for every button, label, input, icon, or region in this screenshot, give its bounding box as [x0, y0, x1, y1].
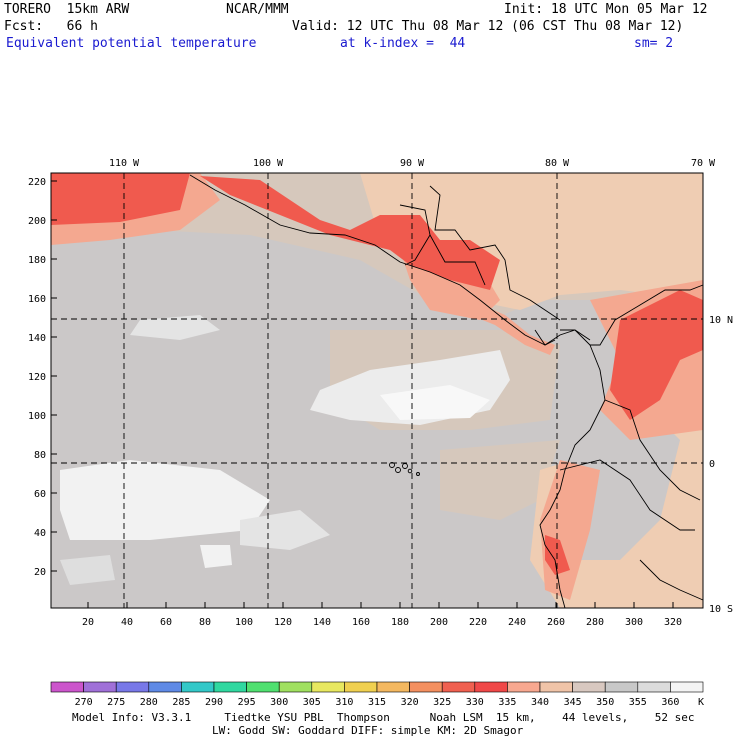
longitude-labels: 110 W 100 W 90 W 80 W 70 W [109, 158, 716, 169]
colorbar-label: 300 [270, 697, 288, 708]
colorbar-label: 315 [368, 697, 386, 708]
y-tick-label: 80 [34, 450, 46, 461]
colorbar-label: 325 [433, 697, 451, 708]
colorbar-swatch [246, 681, 280, 693]
latitude-label: 0 [709, 459, 715, 470]
colorbar-label: 310 [335, 697, 353, 708]
colorbar-label: 340 [531, 697, 549, 708]
latitude-labels: 10 N 0 10 S [709, 315, 733, 615]
colorbar-swatch [572, 681, 606, 693]
colorbar-swatch [604, 681, 639, 693]
colorbar-label: 280 [140, 697, 158, 708]
model-title: TORERO 15km ARW [4, 2, 130, 17]
latitude-label: 10 S [709, 604, 733, 615]
colorbar-label: 275 [107, 697, 125, 708]
model-info-line1: Model Info: V3.3.1 Tiedtke YSU PBL Thomp… [72, 711, 695, 724]
colorbar-label: 345 [564, 697, 582, 708]
colorbar-label: 285 [172, 697, 190, 708]
colorbar-swatch [311, 681, 345, 693]
longitude-label: 70 W [691, 158, 716, 169]
valid-time: Valid: 12 UTC Thu 08 Mar 12 (06 CST Thu … [292, 19, 684, 34]
colorbar-swatch [441, 681, 476, 693]
x-tick-label: 160 [352, 617, 370, 628]
x-tick-label: 20 [82, 617, 94, 628]
x-tick-label: 180 [391, 617, 409, 628]
x-tick-label: 200 [430, 617, 448, 628]
organization-label: NCAR/MMM [226, 2, 289, 17]
y-tick-label: 40 [34, 528, 46, 539]
y-tick-label: 20 [34, 567, 46, 578]
longitude-label: 90 W [400, 158, 425, 169]
x-tick-label: 240 [508, 617, 526, 628]
colorbar-swatch [344, 681, 378, 693]
y-tick-label: 200 [28, 216, 46, 227]
y-tick-label: 220 [28, 177, 46, 188]
colorbar-swatch [409, 681, 443, 693]
x-tick-label: 40 [121, 617, 133, 628]
theta-e-field [51, 173, 703, 608]
x-tick-label: 140 [313, 617, 331, 628]
y-axis: 220 200 180 160 140 120 100 80 60 40 20 [28, 177, 57, 578]
y-tick-label: 140 [28, 333, 46, 344]
colorbar: 270 275 280 285 290 295 300 305 310 315 320 325 330 3… [50, 681, 704, 708]
colorbar-swatch [376, 681, 410, 693]
colorbar-swatch [670, 681, 704, 693]
plot-frame [50, 172, 704, 609]
colorbar-swatch [213, 681, 247, 693]
colorbar-swatch [115, 681, 150, 693]
colorbar-swatch [83, 681, 117, 693]
x-tick-label: 260 [547, 617, 565, 628]
x-tick-label: 60 [160, 617, 172, 628]
colorbar-swatch [507, 681, 541, 693]
coastlines [189, 174, 704, 609]
x-tick-label: 280 [586, 617, 604, 628]
colorbar-swatch [50, 681, 84, 693]
galapagos-islands [389, 462, 420, 476]
y-tick-label: 100 [28, 411, 46, 422]
smoothing-label: sm= 2 [634, 36, 674, 51]
longitude-label: 110 W [109, 158, 140, 169]
x-tick-label: 100 [235, 617, 253, 628]
colorbar-label: 305 [303, 697, 321, 708]
x-tick-label: 120 [274, 617, 292, 628]
y-tick-label: 120 [28, 372, 46, 383]
colorbar-swatch [539, 681, 573, 693]
colorbar-label: 295 [238, 697, 256, 708]
colorbar-swatch [181, 681, 215, 693]
colorbar-label: 350 [596, 697, 614, 708]
colorbar-swatch [148, 681, 182, 693]
longitude-label: 80 W [545, 158, 570, 169]
colorbar-swatch [474, 681, 508, 693]
x-tick-label: 220 [469, 617, 487, 628]
colorbar-label: 290 [205, 697, 223, 708]
x-axis: 20 40 60 80 100 120 140 160 180 200 220 240 260 280 30… [82, 602, 682, 628]
colorbar-label: 320 [401, 697, 419, 708]
init-time: Init: 18 UTC Mon 05 Mar 12 [504, 2, 708, 17]
x-tick-label: 300 [625, 617, 643, 628]
y-tick-label: 160 [28, 294, 46, 305]
field-title: Equivalent potential temperature [6, 36, 257, 51]
colorbar-unit: K [698, 697, 704, 708]
longitude-label: 100 W [253, 158, 284, 169]
colorbar-label: 270 [75, 697, 93, 708]
y-tick-label: 60 [34, 489, 46, 500]
graticule [51, 173, 703, 608]
level-label: at k-index = 44 [340, 36, 466, 51]
colorbar-swatch [278, 681, 313, 693]
colorbar-label: 335 [498, 697, 516, 708]
colorbar-label: 360 [661, 697, 679, 708]
forecast-hour: Fcst: 66 h [4, 19, 98, 34]
latitude-label: 10 N [709, 315, 733, 326]
colorbar-label: 330 [466, 697, 484, 708]
colorbar-swatch [637, 681, 671, 693]
model-info-line2: LW: Godd SW: Goddard DIFF: simple KM: 2D… [212, 724, 524, 737]
y-tick-label: 180 [28, 255, 46, 266]
x-tick-label: 80 [199, 617, 211, 628]
colorbar-label: 355 [629, 697, 647, 708]
x-tick-label: 320 [664, 617, 682, 628]
